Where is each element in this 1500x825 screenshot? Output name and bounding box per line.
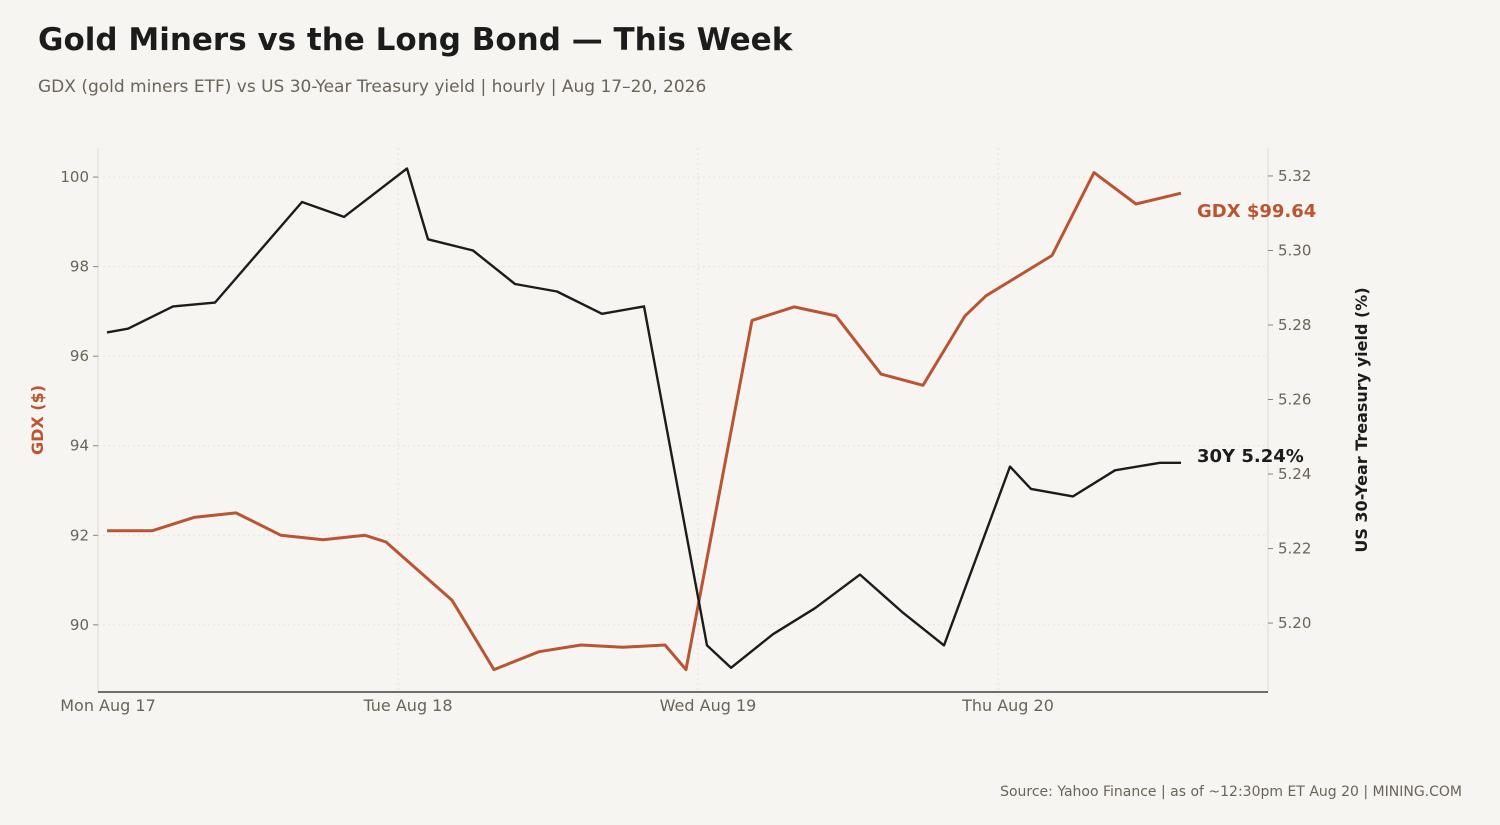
- y-right-tick-label: 5.24: [1278, 465, 1311, 483]
- y-right-tick-label: 5.28: [1278, 316, 1311, 334]
- y-right-tick-label: 5.22: [1278, 540, 1311, 558]
- y-right-tick-label: 5.26: [1278, 391, 1311, 409]
- source-note: Source: Yahoo Finance | as of ~12:30pm E…: [1000, 784, 1462, 800]
- series-line-30y: [106, 167, 1181, 669]
- y-left-tick-label: 92: [70, 526, 89, 544]
- y-left-axis-label: GDX ($): [28, 385, 47, 455]
- y-right-tick-label: 5.30: [1278, 241, 1311, 259]
- y-right-tick-label: 5.32: [1278, 167, 1311, 185]
- y-left-tick-label: 96: [70, 347, 89, 365]
- y-left-tick-label: 100: [60, 168, 89, 186]
- chart-title: Gold Miners vs the Long Bond — This Week: [38, 22, 793, 58]
- x-tick-label: Tue Aug 18: [362, 696, 452, 715]
- series-end-label-gdx: GDX $99.64: [1197, 201, 1316, 222]
- series-end-label-30y: 30Y 5.24%: [1197, 446, 1304, 467]
- y-right-axis-label: US 30-Year Treasury yield (%): [1352, 287, 1371, 552]
- y-right-tick-label: 5.20: [1278, 614, 1311, 632]
- x-tick-label: Thu Aug 20: [961, 696, 1054, 715]
- y-left-tick-label: 94: [70, 437, 89, 455]
- y-left-tick-label: 90: [70, 616, 89, 634]
- chart-subtitle: GDX (gold miners ETF) vs US 30-Year Trea…: [38, 77, 707, 97]
- y-left-tick-label: 98: [70, 258, 89, 276]
- x-tick-label: Wed Aug 19: [660, 696, 757, 715]
- series-line-gdx: [107, 171, 1182, 672]
- x-tick-label: Mon Aug 17: [60, 696, 156, 715]
